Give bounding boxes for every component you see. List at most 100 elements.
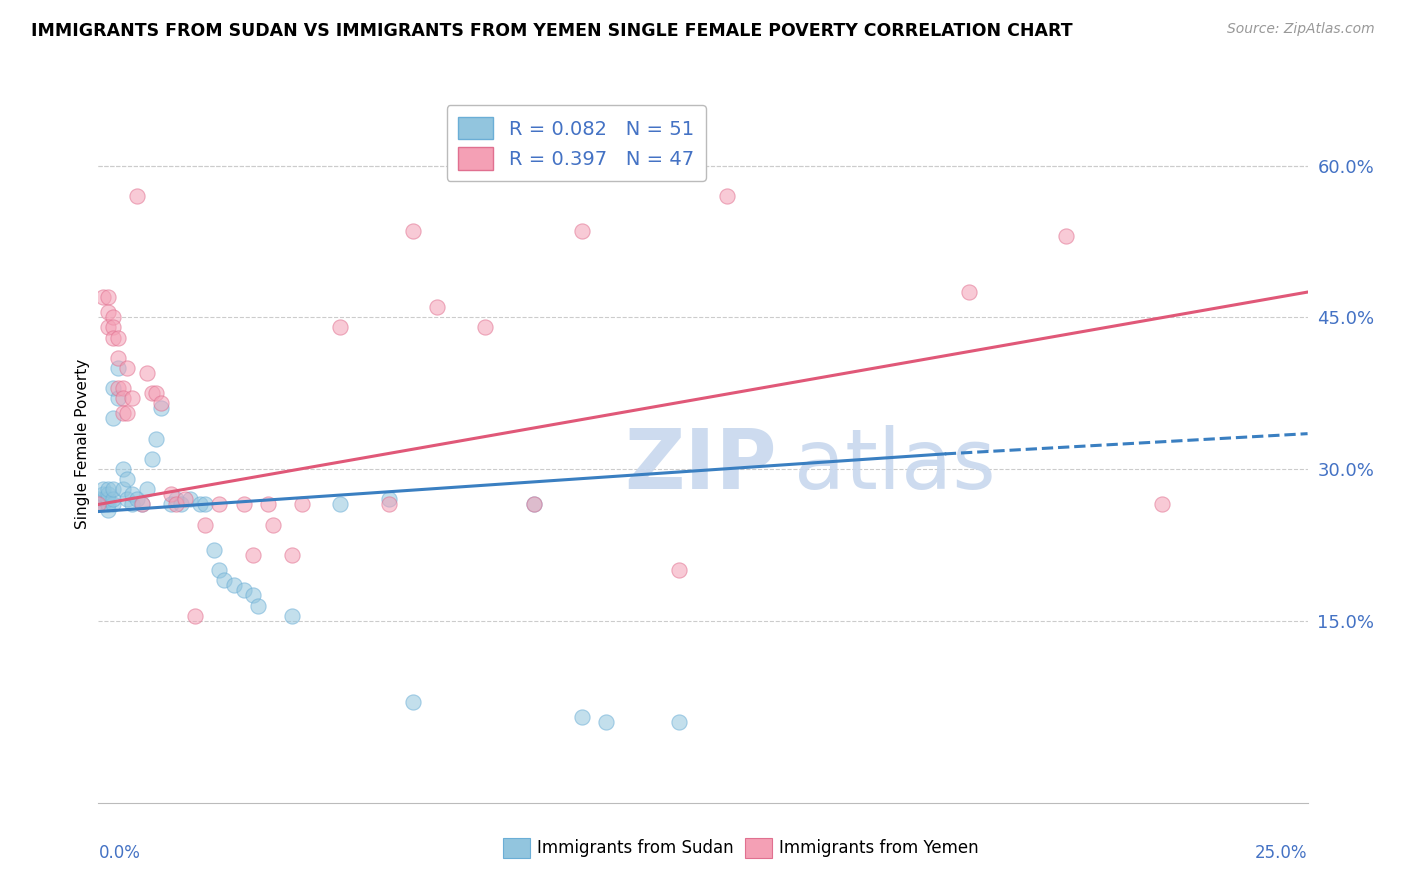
Point (523, 498, 546, 512)
Point (127, 189, 149, 203)
Point (141, 452, 163, 467)
Point (179, 492, 201, 507)
Text: Immigrants from Yemen: Immigrants from Yemen (779, 839, 979, 857)
Point (117, 492, 139, 507)
Text: 25.0%: 25.0% (1256, 845, 1308, 863)
Point (97, 290, 120, 304)
Point (121, 498, 143, 512)
Y-axis label: Single Female Poverty: Single Female Poverty (75, 359, 90, 529)
Point (111, 381, 134, 395)
Point (87, 498, 110, 512)
Point (117, 360, 139, 375)
Point (121, 487, 143, 501)
Point (204, 543, 226, 558)
Point (135, 483, 157, 497)
Text: 0.0%: 0.0% (98, 845, 141, 863)
Point (97, 498, 120, 512)
Point (87, 492, 110, 507)
Point (150, 401, 173, 416)
Point (91, 483, 114, 497)
Point (101, 310, 124, 325)
Point (1152, 498, 1174, 512)
Text: ZIP: ZIP (624, 425, 778, 506)
Point (97, 305, 120, 319)
Point (160, 498, 183, 512)
Point (107, 360, 129, 375)
Point (523, 498, 546, 512)
Point (208, 563, 231, 577)
Point (571, 224, 593, 238)
Point (474, 320, 496, 334)
Point (426, 300, 449, 314)
Point (150, 396, 173, 410)
Point (91, 487, 114, 501)
Point (208, 498, 231, 512)
Point (212, 574, 235, 588)
Point (101, 320, 124, 334)
Point (160, 487, 183, 501)
Point (194, 498, 217, 512)
Point (247, 599, 270, 613)
Point (184, 608, 207, 623)
Point (91, 498, 114, 512)
Text: Source: ZipAtlas.com: Source: ZipAtlas.com (1227, 22, 1375, 37)
Point (169, 498, 191, 512)
Point (262, 517, 284, 532)
Point (281, 548, 304, 562)
Point (188, 498, 211, 512)
Point (111, 483, 134, 497)
Point (145, 432, 167, 446)
Point (91, 492, 114, 507)
Point (329, 498, 352, 512)
Point (232, 498, 254, 512)
Point (101, 498, 124, 512)
Text: Immigrants from Sudan: Immigrants from Sudan (537, 839, 734, 857)
Point (91, 290, 114, 304)
Point (107, 381, 129, 395)
Point (145, 386, 167, 401)
Point (135, 366, 157, 380)
Point (121, 391, 143, 405)
Point (101, 411, 124, 425)
Point (1054, 229, 1077, 244)
Point (97, 483, 120, 497)
Point (87, 498, 110, 512)
FancyBboxPatch shape (503, 838, 530, 858)
Point (107, 391, 129, 405)
Point (141, 386, 163, 401)
Point (222, 578, 245, 592)
Point (668, 563, 690, 577)
Point (101, 381, 124, 395)
Point (111, 406, 134, 420)
Point (329, 320, 352, 334)
Point (256, 498, 278, 512)
Point (111, 462, 134, 476)
Point (377, 492, 399, 507)
Point (101, 492, 124, 507)
Point (165, 492, 187, 507)
Text: IMMIGRANTS FROM SUDAN VS IMMIGRANTS FROM YEMEN SINGLE FEMALE POVERTY CORRELATION: IMMIGRANTS FROM SUDAN VS IMMIGRANTS FROM… (31, 22, 1073, 40)
Point (402, 224, 425, 238)
Point (242, 589, 264, 603)
Point (107, 330, 129, 344)
Point (131, 498, 153, 512)
Text: atlas: atlas (793, 425, 995, 506)
Point (242, 548, 264, 562)
Point (174, 492, 197, 507)
Point (101, 330, 124, 344)
Point (97, 502, 120, 516)
Point (101, 483, 124, 497)
Point (97, 320, 120, 334)
Point (290, 498, 312, 512)
Point (716, 189, 738, 203)
Point (957, 285, 980, 299)
Point (117, 472, 139, 486)
Point (117, 406, 139, 420)
Legend: R = 0.082   N = 51, R = 0.397   N = 47: R = 0.082 N = 51, R = 0.397 N = 47 (447, 105, 706, 181)
Point (131, 498, 153, 512)
Point (571, 710, 593, 724)
Point (232, 583, 254, 598)
Point (111, 391, 134, 405)
Point (595, 714, 617, 729)
Point (281, 608, 304, 623)
